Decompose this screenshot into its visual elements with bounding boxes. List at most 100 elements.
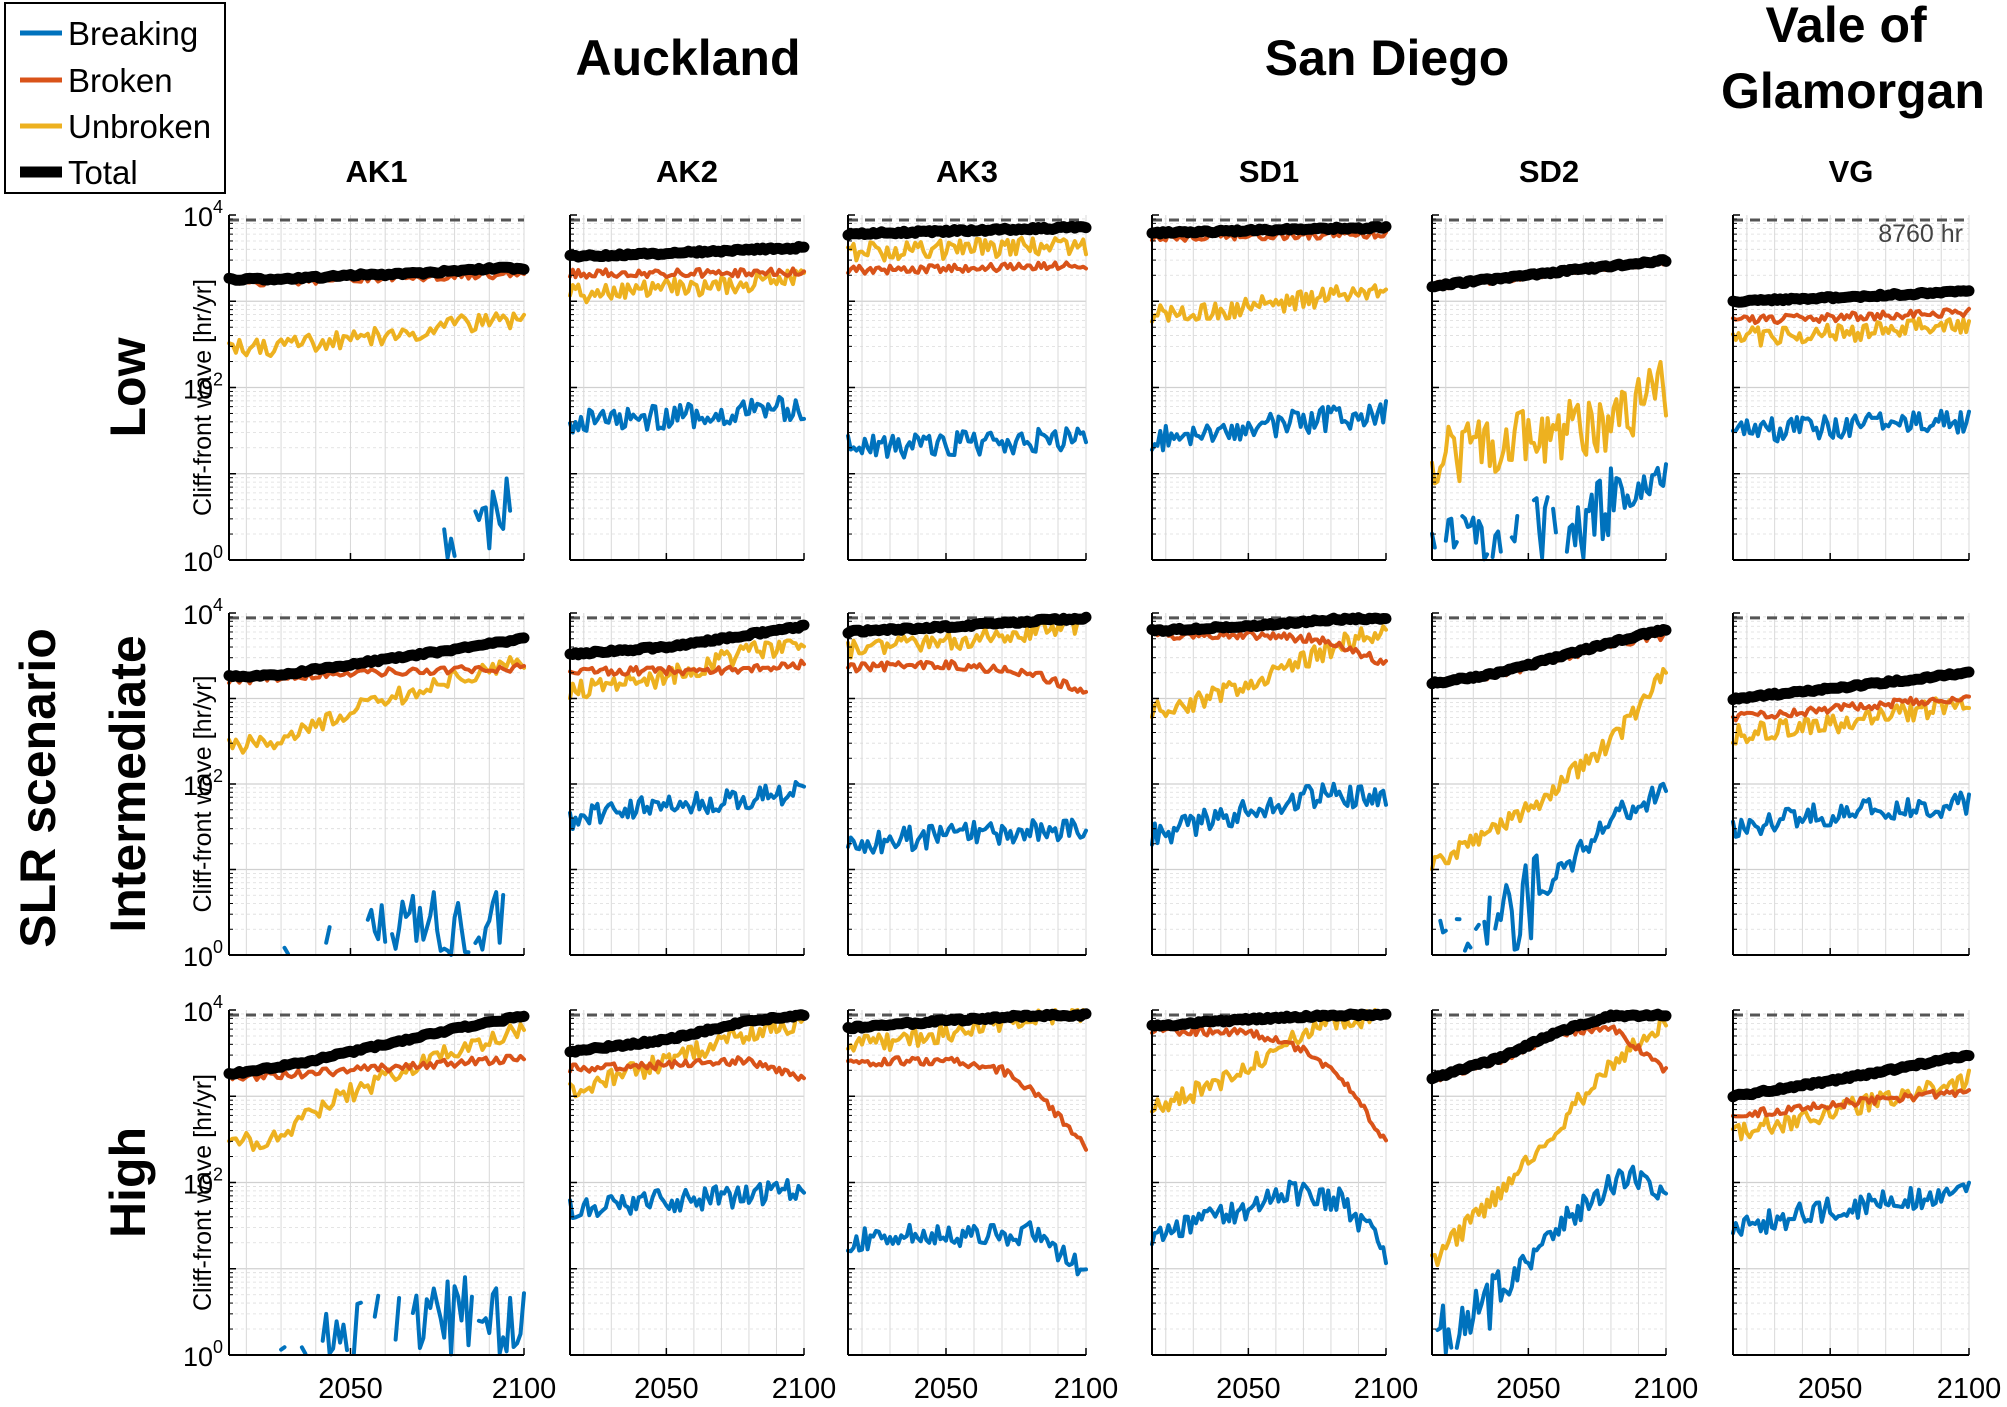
panel-low-sd1-series (1146, 221, 1392, 453)
panel-high-ak1-series (223, 1010, 530, 1357)
series-total-high-sd1 (1146, 1008, 1392, 1032)
x-tick-label-vg: 2050 (1798, 1373, 1863, 1405)
legend-label-breaking: Breaking (68, 15, 198, 52)
series-breaking-high-sd2 (1435, 1303, 1454, 1355)
series-total-high-vg (1727, 1049, 1975, 1103)
row-axis-label: SLR scenario (10, 628, 66, 948)
series-total-low-ak3 (842, 221, 1092, 241)
panel-intermediate-sd1-series (1146, 612, 1392, 847)
y-axis-label: Cliff-front wave [hr/yr] (189, 675, 217, 912)
y-tick-label-1e0: 100 (183, 542, 223, 577)
panel-high-sd1-axes (1151, 1009, 1387, 1356)
site-title-sd2: SD2 (1519, 154, 1579, 189)
series-breaking-intermediate-sd2 (1463, 941, 1473, 953)
site-title-sd1: SD1 (1239, 154, 1299, 189)
series-total-low-ak1 (223, 261, 530, 286)
series-unbroken-low-sd2 (1430, 360, 1668, 486)
series-breaking-high-ak1 (351, 1300, 363, 1356)
series-broken-high-ak3 (846, 1055, 1088, 1152)
series-unbroken-low-ak3 (846, 235, 1088, 263)
axis-text-layer: AK1 AK2 AK3 SD1 SD2 VG Low Cliff-front wave [hr… (100, 154, 2001, 1405)
reference-line-label: 8760 hr (1878, 220, 1963, 248)
series-breaking-intermediate-sd2 (1438, 918, 1448, 935)
panel-low-ak1-series (223, 261, 530, 560)
series-broken-intermediate-vg (1731, 694, 1971, 723)
series-breaking-intermediate-ak1 (365, 903, 388, 944)
site-title-vg: VG (1829, 154, 1874, 189)
series-breaking-low-ak2 (568, 394, 806, 435)
series-unbroken-high-sd2 (1430, 1013, 1668, 1268)
series-breaking-high-ak1 (279, 1345, 287, 1352)
panel-low-sd1-axes (1151, 214, 1387, 561)
series-breaking-intermediate-sd1 (1150, 781, 1388, 847)
series-total-intermediate-vg (1727, 666, 1975, 706)
series-breaking-low-sd2 (1490, 529, 1503, 559)
site-title-ak1: AK1 (345, 154, 407, 189)
group-title-san-diego: San Diego (1265, 30, 1509, 86)
series-breaking-high-ak2 (568, 1178, 806, 1220)
series-breaking-high-sd2 (1454, 1164, 1668, 1350)
series-breaking-intermediate-sd2 (1482, 895, 1492, 946)
panel-low-sd2-axes (1431, 214, 1667, 561)
y-axis-label: Cliff-front wave [hr/yr] (189, 279, 217, 516)
panel-high-ak3-axes (847, 1009, 1087, 1356)
panel-frame-layer (228, 214, 1970, 1356)
series-breaking-low-sd2 (1551, 506, 1558, 535)
legend: Breaking Broken Unbroken Total (4, 2, 226, 194)
series-total-high-ak2 (564, 1009, 810, 1058)
series-broken-high-ak2 (568, 1055, 806, 1082)
series-breaking-intermediate-sd2 (1474, 922, 1481, 931)
y-tick-label-1e4: 104 (183, 197, 223, 232)
legend-label-broken: Broken (68, 62, 173, 99)
panel-grid-layer (229, 215, 1970, 1356)
series-total-low-sd1 (1146, 221, 1392, 240)
x-tick-label-sd2: 2050 (1496, 1373, 1561, 1405)
series-unbroken-intermediate-ak2 (568, 638, 806, 701)
series-breaking-high-ak1 (320, 1311, 349, 1356)
panel-high-ak3-series (842, 1008, 1092, 1277)
panel-intermediate-ak2-series (564, 619, 810, 831)
y-tick-label-1e4: 104 (183, 595, 223, 630)
series-breaking-low-ak1 (473, 476, 513, 551)
y-tick-label-1e2: 102 (183, 766, 223, 801)
y-tick-label-1e2: 102 (183, 370, 223, 405)
series-broken-low-ak3 (846, 260, 1088, 276)
series-total-intermediate-sd1 (1146, 612, 1392, 637)
series-breaking-high-ak1 (299, 1345, 308, 1356)
series-unbroken-intermediate-sd1 (1150, 624, 1388, 719)
y-tick-label-1e2: 102 (183, 1165, 223, 1200)
panel-intermediate-vg-series (1727, 666, 1975, 839)
panel-high-vg-axes (1732, 1009, 1970, 1356)
panel-low-sd2-grid (1432, 215, 1667, 561)
x-tick-label-sd2: 2100 (1634, 1373, 1699, 1405)
panel-low-vg-grid (1733, 215, 1970, 561)
series-unbroken-intermediate-sd2 (1430, 667, 1668, 872)
x-tick-label-ak2: 2050 (634, 1373, 699, 1405)
panel-high-sd1-grid (1152, 1010, 1387, 1356)
legend-label-unbroken: Unbroken (68, 108, 211, 145)
y-tick-label-1e0: 100 (183, 1337, 223, 1372)
series-breaking-low-sd2 (1443, 516, 1459, 550)
series-breaking-intermediate-ak2 (568, 780, 806, 831)
x-tick-label-ak1: 2100 (492, 1373, 557, 1405)
panel-high-sd2-axes (1431, 1009, 1667, 1356)
panel-intermediate-sd2-axes (1431, 612, 1667, 956)
panel-intermediate-ak1-series (223, 632, 530, 957)
series-unbroken-high-sd1 (1150, 1008, 1388, 1114)
series-breaking-intermediate-ak3 (846, 817, 1088, 855)
panel-low-ak2-axes (569, 214, 805, 561)
series-unbroken-intermediate-vg (1731, 696, 1971, 746)
series-breaking-high-ak1 (372, 1293, 381, 1319)
panel-low-vg-axes (1732, 214, 1970, 561)
series-breaking-low-sd2 (1509, 514, 1520, 544)
panel-high-sd1-series (1146, 1008, 1392, 1266)
group-title-auckland: Auckland (575, 30, 800, 86)
panel-intermediate-ak2-axes (569, 612, 805, 956)
panel-low-ak2-grid (570, 215, 805, 561)
series-total-high-ak3 (842, 1008, 1092, 1035)
series-broken-high-vg (1731, 1088, 1971, 1119)
panel-high-vg-series (1727, 1049, 1975, 1237)
series-total-high-ak1 (223, 1010, 530, 1080)
x-tick-label-sd1: 2050 (1216, 1373, 1281, 1405)
